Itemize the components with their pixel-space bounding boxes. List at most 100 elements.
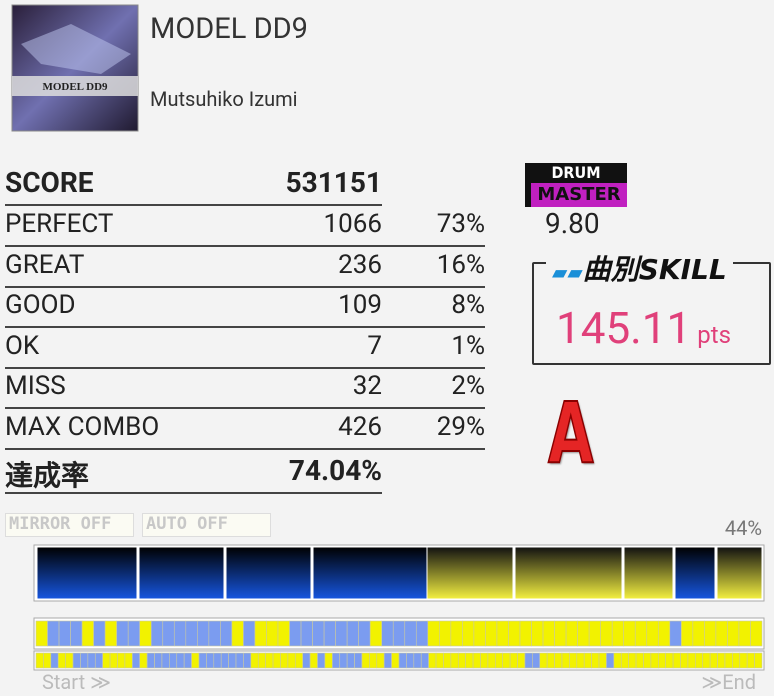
progress-cell — [302, 652, 311, 669]
progress-cell — [220, 652, 229, 669]
judge-count: 32 — [352, 371, 382, 402]
progress-cell — [542, 620, 555, 647]
jacket: MODEL DD9 — [11, 4, 139, 132]
progress-cell — [517, 652, 526, 669]
skill-label: ▰▰曲別SKILL — [546, 248, 733, 288]
progress-cell — [450, 620, 463, 647]
progress-cell — [404, 620, 417, 647]
progress-cell — [58, 620, 71, 647]
progress-cell — [162, 620, 175, 647]
progress-graph — [33, 544, 765, 671]
progress-cell — [346, 652, 355, 669]
progress-cell — [317, 652, 326, 669]
progress-cell — [50, 652, 59, 669]
progress-cell — [254, 620, 267, 647]
end-label: ≫End — [701, 670, 756, 694]
progress-cell — [462, 620, 475, 647]
level-name: MASTER — [525, 183, 627, 207]
progress-cell — [206, 652, 215, 669]
progress-cell — [502, 652, 511, 669]
progress-segment — [225, 546, 312, 600]
skill-label-text: 曲別SKILL — [582, 253, 727, 286]
progress-cell — [576, 652, 585, 669]
progress-cell — [93, 620, 106, 647]
progress-cell — [577, 620, 590, 647]
progress-segment — [36, 546, 138, 600]
progress-cell — [280, 652, 289, 669]
judge-percent: 2% — [451, 371, 485, 402]
progress-cell — [657, 620, 671, 647]
progress-cell — [104, 620, 117, 647]
progress-cell — [709, 652, 718, 669]
progress-cell — [496, 620, 509, 647]
progress-cell — [176, 652, 185, 669]
judge-row: OK 7 1% — [5, 327, 485, 367]
judge-percent: 73% — [436, 209, 485, 239]
jacket-text: MODEL DD9 — [42, 81, 108, 93]
difficulty-badge: DRUM MASTER — [525, 163, 627, 207]
progress-cell — [583, 652, 592, 669]
progress-cell — [569, 652, 578, 669]
progress-cell — [546, 652, 555, 669]
score-label: SCORE — [5, 166, 94, 199]
progress-cell — [80, 652, 89, 669]
progress-cell — [415, 620, 429, 647]
judge-count: 426 — [338, 412, 382, 442]
progress-cell — [715, 620, 728, 647]
progress-cell — [191, 652, 200, 669]
progress-cell — [427, 620, 440, 647]
judge-percent: 1% — [451, 330, 485, 361]
progress-cell — [266, 620, 279, 647]
progress-cell — [643, 652, 652, 669]
progress-cell — [213, 652, 222, 669]
progress-cell — [287, 652, 296, 669]
progress-cell — [139, 620, 152, 647]
judge-row: GOOD 109 8% — [5, 286, 485, 326]
song-title: MODEL DD9 — [150, 12, 308, 46]
progress-cell — [208, 620, 221, 647]
progress-cell — [428, 652, 437, 669]
skill-icon: ▰▰ — [552, 260, 583, 284]
progress-cell — [473, 620, 486, 647]
progress-cell — [669, 620, 682, 647]
judge-count: 7 — [367, 330, 382, 361]
progress-cell — [443, 652, 452, 669]
progress-cell — [228, 652, 237, 669]
progress-segment — [623, 546, 674, 600]
judge-label: MAX COMBO — [5, 412, 160, 442]
progress-cell — [485, 620, 498, 647]
progress-cell — [358, 620, 371, 647]
progress-cell — [376, 652, 385, 669]
progress-cell — [724, 652, 733, 669]
progress-cell — [197, 620, 210, 647]
progress-cell — [220, 620, 233, 647]
progress-cell — [554, 652, 563, 669]
progress-segment — [312, 546, 428, 600]
achievement-label: 達成率 — [5, 459, 90, 492]
auto-toggle: AUTO OFF — [142, 513, 271, 537]
progress-cell — [695, 652, 704, 669]
skill-unit: pts — [697, 321, 731, 349]
progress-cell — [289, 620, 302, 647]
rank: A — [547, 383, 594, 483]
progress-cell — [47, 620, 60, 647]
progress-cell — [65, 652, 74, 669]
start-label: Start ≫ — [42, 670, 112, 694]
progress-cell — [704, 620, 717, 647]
divider — [5, 204, 382, 206]
achievement-value: 74.04% — [288, 454, 382, 487]
progress-cell — [554, 620, 567, 647]
progress-cell — [487, 652, 496, 669]
progress-cell — [398, 652, 407, 669]
progress-cell — [324, 652, 333, 669]
divider — [5, 492, 382, 494]
skill-value: 145.11 — [556, 302, 692, 354]
progress-cell — [381, 620, 394, 647]
progress-cell — [132, 652, 141, 669]
progress-cell — [717, 652, 726, 669]
progress-cell — [635, 652, 644, 669]
level: 9.80 — [545, 207, 600, 240]
progress-percent: 44% — [724, 516, 762, 540]
progress-cell — [687, 652, 696, 669]
